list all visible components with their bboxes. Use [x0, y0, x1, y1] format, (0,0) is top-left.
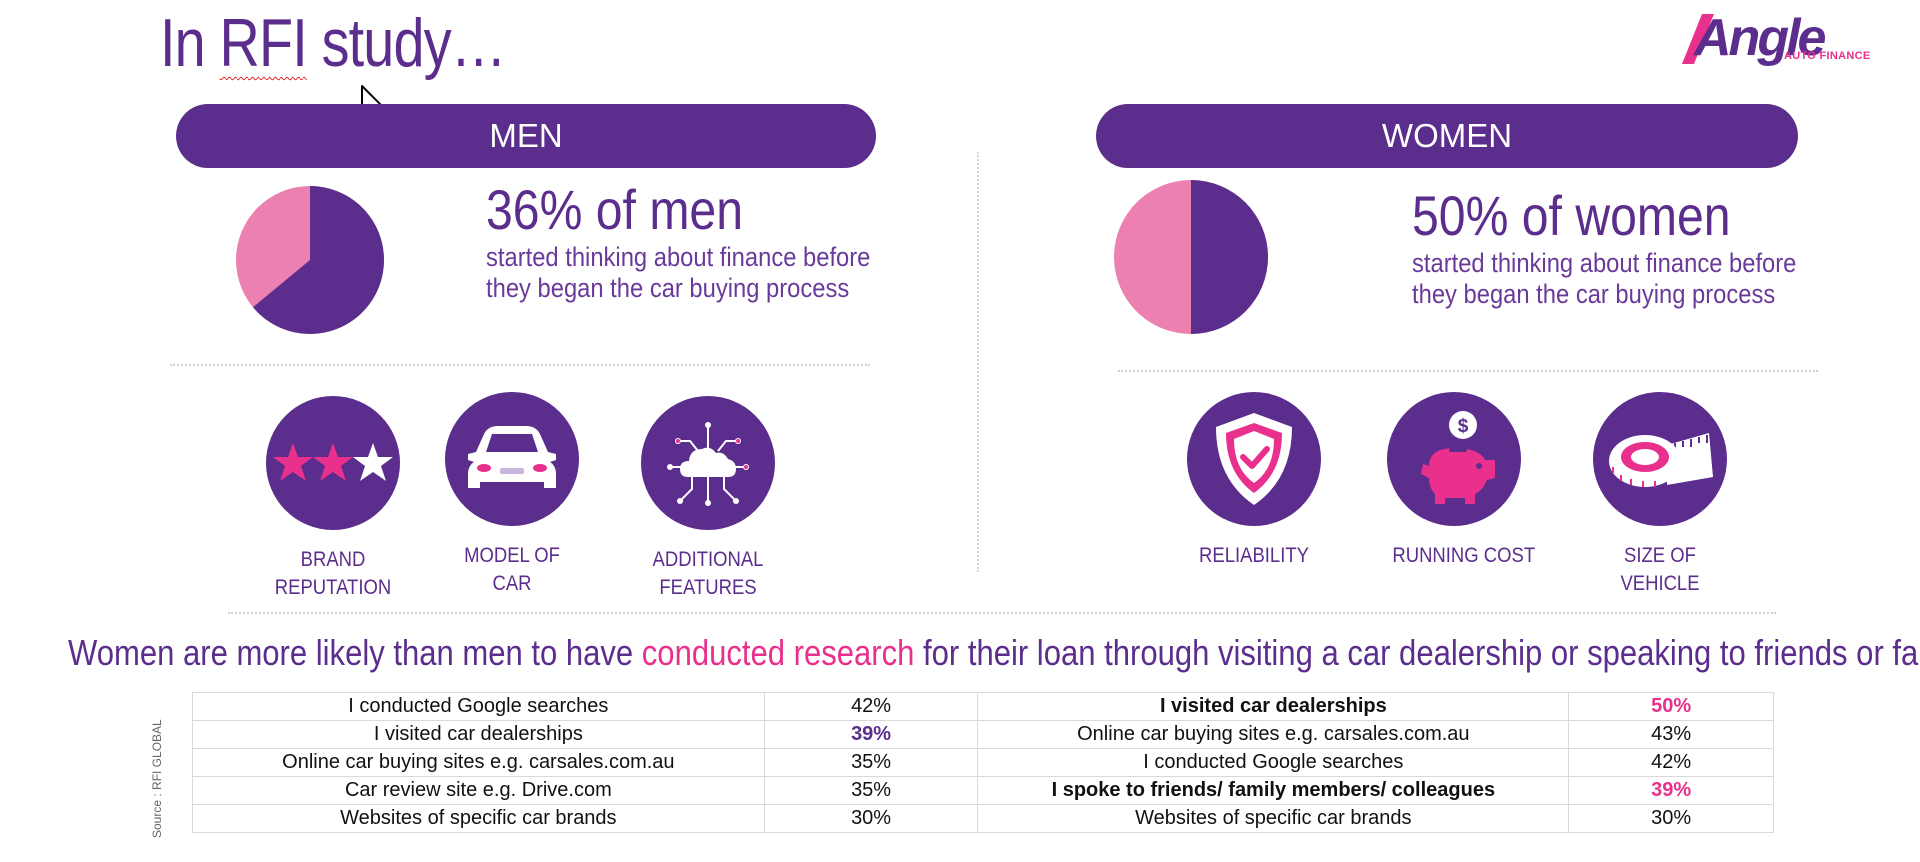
- center-divider: [977, 152, 979, 572]
- women-percent: 50%: [1568, 692, 1774, 721]
- women-item: I conducted Google searches: [977, 748, 1570, 777]
- women-pie-percent-slice: [1191, 180, 1268, 334]
- title-prefix: In: [160, 5, 220, 81]
- table-row: Online car buying sites e.g. carsales.co…: [192, 748, 1774, 777]
- men-factor-label-line1: BRAND: [300, 548, 366, 571]
- summary-part1: Women are more likely than men to have: [68, 632, 642, 673]
- research-table: I conducted Google searches 42% I visite…: [192, 692, 1774, 833]
- men-pie-percent-slice: [252, 186, 384, 334]
- women-factor-label-line2: VEHICLE: [1620, 572, 1700, 595]
- men-pie-chart: [236, 186, 384, 334]
- table-row: Car review site e.g. Drive.com 35% I spo…: [192, 776, 1774, 805]
- men-factor-brand-reputation: BRAND REPUTATION: [263, 396, 403, 602]
- women-factor-running-cost: $ RUNNING COST: [1384, 392, 1536, 570]
- svg-text:$: $: [1458, 416, 1469, 437]
- women-item: Websites of specific car brands: [977, 804, 1570, 833]
- men-factor-additional-features: ADDITIONAL FEATURES: [638, 396, 778, 602]
- women-header: WOMEN: [1096, 104, 1798, 168]
- piggy-bank-icon: $: [1421, 411, 1495, 504]
- women-percent: 39%: [1568, 776, 1774, 805]
- stars-icon: [273, 443, 393, 481]
- section-divider: [228, 612, 1776, 614]
- women-header-label: WOMEN: [1381, 117, 1513, 154]
- women-pie-chart: [1114, 180, 1268, 334]
- women-factor-reliability: RELIABILITY: [1184, 392, 1324, 570]
- men-factor-model-of-car: MODEL OF CAR: [442, 392, 582, 598]
- logo-name: Angle: [1694, 9, 1826, 67]
- cloud-network-icon: [667, 422, 749, 506]
- men-percent: 30%: [763, 804, 979, 833]
- men-header-label: MEN: [489, 117, 563, 154]
- source-note: Source : RFI GLOBAL: [150, 719, 164, 838]
- women-item: Online car buying sites e.g. carsales.co…: [977, 720, 1570, 749]
- women-percent: 42%: [1568, 748, 1774, 777]
- summary-highlight: conducted research: [641, 632, 915, 673]
- car-icon: [468, 426, 556, 488]
- men-factor-label-line1: ADDITIONAL: [652, 548, 764, 571]
- men-item: Car review site e.g. Drive.com: [192, 776, 765, 805]
- shield-check-icon: [1216, 413, 1292, 505]
- women-stat: 50% of women started thinking about fina…: [1412, 184, 1832, 310]
- women-percent: 30%: [1568, 804, 1774, 833]
- women-stat-description: started thinking about finance before th…: [1412, 248, 1797, 309]
- women-percent: 43%: [1568, 720, 1774, 749]
- title-suffix: study…: [306, 5, 507, 81]
- men-percent: 42%: [763, 692, 979, 721]
- title-rfi: RFI: [219, 5, 308, 81]
- table-row: Websites of specific car brands 30% Webs…: [192, 804, 1774, 833]
- men-stat-headline: 36% of men: [486, 178, 744, 241]
- women-divider: [1118, 370, 1818, 372]
- page-title: In RFI study…: [160, 4, 507, 82]
- men-divider: [170, 364, 870, 366]
- summary-sentence: Women are more likely than men to have c…: [68, 632, 1920, 674]
- men-factor-label-line2: CAR: [492, 572, 532, 595]
- men-item: I visited car dealerships: [192, 720, 765, 749]
- table-row: I conducted Google searches 42% I visite…: [192, 692, 1774, 721]
- men-item: Websites of specific car brands: [192, 804, 765, 833]
- women-factor-label-line1: SIZE OF: [1624, 544, 1696, 567]
- men-item: I conducted Google searches: [192, 692, 765, 721]
- men-percent: 39%: [763, 720, 979, 749]
- angle-logo: Angle AUTO FINANCE: [1680, 8, 1880, 68]
- women-factor-size-of-vehicle: SIZE OF VEHICLE: [1590, 392, 1730, 598]
- women-stat-headline: 50% of women: [1412, 184, 1731, 247]
- men-stat: 36% of men started thinking about financ…: [486, 178, 906, 304]
- men-percent: 35%: [763, 748, 979, 777]
- table-row: I visited car dealerships 39% Online car…: [192, 720, 1774, 749]
- logo-subtitle: AUTO FINANCE: [1784, 50, 1871, 62]
- men-factor-label-line2: FEATURES: [659, 576, 757, 599]
- men-factor-label-line1: MODEL OF: [464, 544, 560, 567]
- summary-part2: for their loan through visiting a car de…: [914, 632, 1920, 673]
- men-header: MEN: [176, 104, 876, 168]
- women-factor-label-line1: RUNNING COST: [1392, 544, 1536, 567]
- women-item: I visited car dealerships: [977, 692, 1570, 721]
- men-percent: 35%: [763, 776, 979, 805]
- women-factor-label-line1: RELIABILITY: [1199, 544, 1309, 567]
- tape-measure-icon: [1609, 433, 1713, 487]
- logo-mark-icon: [1682, 14, 1714, 64]
- men-item: Online car buying sites e.g. carsales.co…: [192, 748, 765, 777]
- women-item: I spoke to friends/ family members/ coll…: [977, 776, 1570, 805]
- men-stat-description: started thinking about finance before th…: [486, 242, 871, 303]
- men-factor-label-line2: REPUTATION: [274, 576, 392, 599]
